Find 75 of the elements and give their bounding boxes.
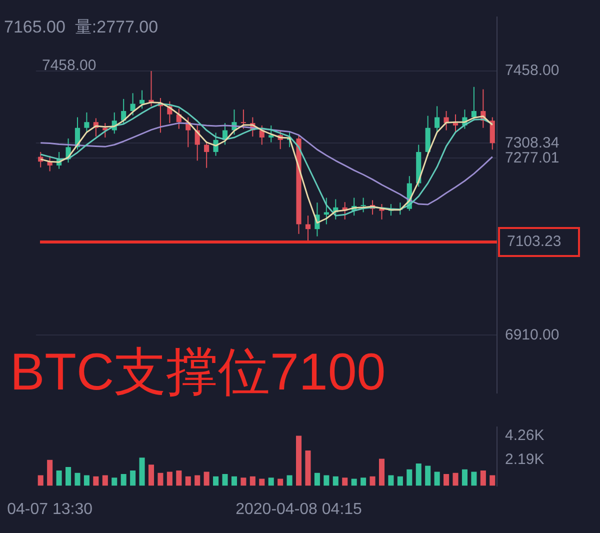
candlestick <box>139 90 145 110</box>
bar <box>490 475 496 486</box>
bar <box>268 478 274 486</box>
bar <box>120 474 126 486</box>
y-tick-label: 2.19K <box>505 451 544 468</box>
candlestick <box>452 114 458 132</box>
bar <box>176 470 182 486</box>
bar <box>259 478 265 486</box>
bar <box>342 478 348 486</box>
x-tick-label: 2020-04-08 04:15 <box>236 500 362 518</box>
candlestick <box>379 204 384 220</box>
candlestick <box>490 116 495 150</box>
candlestick <box>84 112 90 134</box>
annotation: 7165.00 量:2777.00 <box>4 18 158 37</box>
ref-line-label: 7103.23 <box>507 233 562 250</box>
x-tick-label: 04-07 13:30 <box>7 500 93 518</box>
candlestick <box>305 215 311 243</box>
bar <box>397 476 403 486</box>
bar <box>388 475 394 486</box>
candlestick <box>471 86 476 122</box>
y-tick-label: 7277.01 <box>505 149 560 166</box>
bar <box>471 472 477 486</box>
bar <box>231 476 237 486</box>
bar <box>296 436 302 486</box>
bar <box>38 475 44 486</box>
bar <box>185 476 191 486</box>
candlestick <box>268 124 274 143</box>
bar <box>158 472 164 486</box>
bar <box>314 472 320 486</box>
bar <box>278 478 284 486</box>
candlestick <box>434 106 440 134</box>
y-tick-label: 7458.00 <box>505 62 560 80</box>
bar <box>462 469 468 486</box>
bar <box>102 475 108 486</box>
bar <box>370 476 376 486</box>
candlestick <box>360 197 366 213</box>
bar <box>47 460 53 486</box>
candlestick <box>204 140 210 168</box>
bar <box>74 472 80 486</box>
bar <box>222 474 228 486</box>
bar <box>286 475 292 486</box>
bar <box>324 475 330 486</box>
annotation: 7458.00 <box>42 57 96 74</box>
annotation: BTC支撑位7100 <box>10 343 386 402</box>
candlestick <box>240 109 246 130</box>
bar <box>351 478 357 486</box>
bar <box>406 469 412 486</box>
candlestick <box>324 197 329 225</box>
bar <box>204 472 210 486</box>
bar <box>166 472 172 486</box>
bar <box>84 475 90 486</box>
bar <box>452 472 458 486</box>
bar <box>148 464 154 486</box>
bar <box>360 478 366 486</box>
y-tick-label: 4.26K <box>505 426 544 444</box>
bar <box>444 474 450 486</box>
bar <box>240 478 246 486</box>
bar <box>378 458 385 486</box>
bar <box>56 470 62 486</box>
bar <box>66 466 72 486</box>
bar <box>434 472 440 486</box>
bar <box>250 476 256 486</box>
y-tick-label: 7308.34 <box>505 134 560 152</box>
bar <box>112 478 118 486</box>
bar <box>416 463 422 486</box>
bar <box>194 475 200 486</box>
bar <box>425 466 431 486</box>
bar <box>130 470 136 486</box>
bar <box>305 450 311 486</box>
bar <box>93 476 99 486</box>
bar <box>480 470 486 486</box>
bar <box>213 476 219 486</box>
y-tick-label: 6910.00 <box>505 326 560 344</box>
bar <box>139 458 145 486</box>
bar <box>332 476 338 486</box>
